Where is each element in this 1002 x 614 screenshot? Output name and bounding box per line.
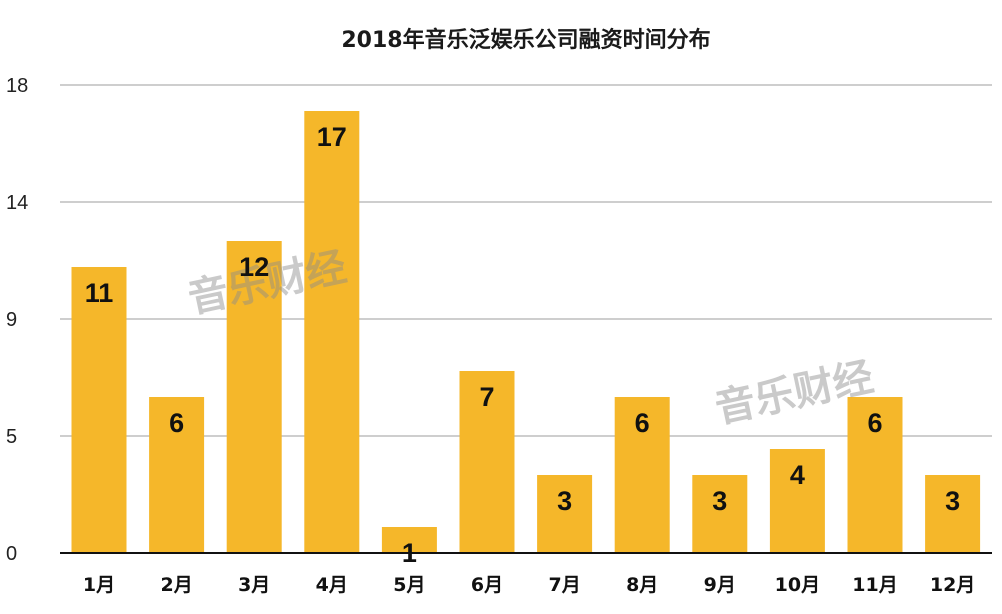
bar-value-label: 7 <box>479 382 494 412</box>
x-tick-label: 3月 <box>238 574 270 596</box>
bar-value-label: 3 <box>557 486 572 516</box>
bar <box>614 397 670 553</box>
bar-value-label: 6 <box>867 408 882 438</box>
x-tick-label: 10月 <box>775 574 820 596</box>
watermarks: 音乐财经 音乐财经 <box>184 244 877 432</box>
x-tick-label: 2月 <box>160 574 192 596</box>
bar <box>459 371 515 553</box>
x-tick-label: 9月 <box>704 574 736 596</box>
bar <box>769 449 825 553</box>
bar-value-label: 3 <box>712 486 727 516</box>
bar <box>381 527 437 553</box>
x-tick-label: 8月 <box>626 574 658 596</box>
bar <box>537 475 593 553</box>
bar-value-label: 11 <box>85 278 114 308</box>
x-tick-label: 12月 <box>930 574 975 596</box>
bar-value-label: 4 <box>790 460 805 490</box>
bar <box>304 111 360 553</box>
x-tick-label: 7月 <box>548 574 580 596</box>
y-tick-label: 0 <box>6 543 17 565</box>
bar-value-label: 6 <box>169 408 184 438</box>
y-tick-label: 9 <box>6 309 17 331</box>
bar-value-label: 12 <box>239 252 269 282</box>
y-axis-ticks: 0 5 9 14 18 <box>6 75 28 565</box>
x-axis-ticks: 1月 2月 3月 4月 5月 6月 7月 8月 9月 10月 11月 12月 <box>83 574 975 596</box>
bar-value-label: 6 <box>635 408 650 438</box>
y-tick-label: 18 <box>6 75 28 97</box>
bars <box>71 111 981 553</box>
x-tick-label: 5月 <box>393 574 425 596</box>
bar <box>847 397 903 553</box>
bar-value-label: 17 <box>317 122 347 152</box>
x-tick-label: 11月 <box>852 574 897 596</box>
bar <box>925 475 981 553</box>
bar <box>226 241 282 553</box>
x-tick-label: 1月 <box>83 574 115 596</box>
bar <box>149 397 205 553</box>
x-tick-label: 4月 <box>316 574 348 596</box>
x-tick-label: 6月 <box>471 574 503 596</box>
bar-value-label: 3 <box>945 486 960 516</box>
chart-title: 2018年音乐泛娱乐公司融资时间分布 <box>341 27 710 53</box>
gridlines <box>60 84 992 437</box>
y-tick-label: 5 <box>6 426 17 448</box>
y-tick-label: 14 <box>6 192 28 214</box>
bar <box>692 475 748 553</box>
bar <box>71 267 127 553</box>
